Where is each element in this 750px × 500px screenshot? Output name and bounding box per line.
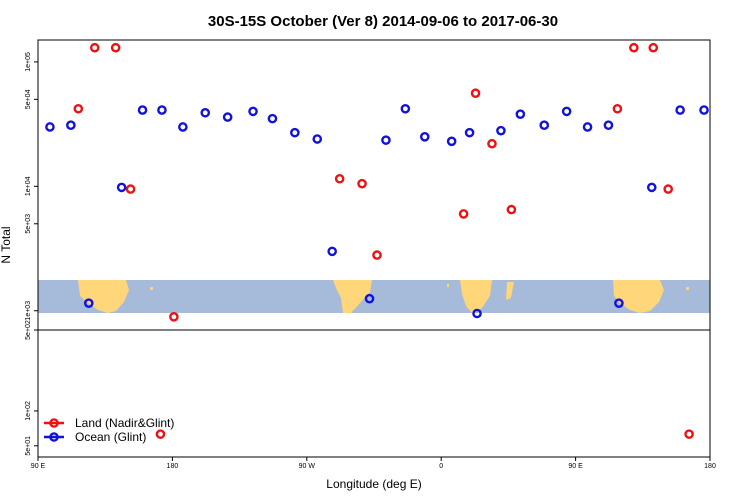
- land-point: [169, 312, 179, 322]
- ocean-point: [312, 134, 323, 144]
- legend-ocean-marker: [49, 432, 59, 442]
- legend-item-ocean: Ocean (Glint): [44, 430, 146, 444]
- ocean-point: [539, 120, 550, 130]
- legend-item-land: Land (Nadir&Glint): [44, 416, 174, 430]
- ocean-point: [290, 127, 300, 138]
- ocean-point: [699, 105, 709, 115]
- ocean-point: [582, 122, 593, 132]
- land-point: [110, 42, 121, 53]
- x-tick-label: 0: [439, 463, 443, 470]
- upper-y-axis: 1e+03 5e+03 1e+04 5e+04 1e+05: [25, 52, 38, 321]
- ocean-point: [419, 132, 430, 142]
- ocean-point: [157, 105, 167, 115]
- land-point: [470, 88, 481, 99]
- ocean-point: [83, 298, 94, 308]
- ocean-point: [178, 122, 188, 132]
- x-tick-label: 90 E: [31, 463, 46, 470]
- upper-y-tick-label: 5e+04: [25, 89, 32, 109]
- lower-y-tick-label: 1e+02: [25, 401, 32, 421]
- land-point: [458, 209, 469, 219]
- ocean-point: [472, 308, 482, 319]
- upper-y-tick-label: 1e+03: [25, 301, 32, 321]
- land-point: [89, 42, 100, 53]
- land-point: [125, 184, 136, 194]
- ocean-point: [614, 298, 624, 308]
- lower-y-axis: 5e+01 1e+02 5e+02: [25, 320, 38, 456]
- x-tick-label: 180: [167, 463, 179, 470]
- ocean-point: [603, 120, 614, 130]
- x-axis: 90 E 180 90 W 0 90 E 180: [31, 457, 716, 470]
- ocean-point: [66, 120, 76, 130]
- land-point: [506, 204, 517, 215]
- land-point: [612, 103, 623, 114]
- ocean-point: [446, 136, 457, 147]
- land-point: [155, 429, 166, 439]
- ocean-point: [248, 106, 258, 117]
- legend-land-label: Land (Nadir&Glint): [75, 416, 174, 430]
- x-axis-label: Longitude (deg E): [326, 477, 421, 491]
- ocean-point: [364, 293, 375, 304]
- ocean-point: [496, 125, 506, 136]
- ocean-point: [400, 103, 411, 114]
- upper-y-tick-label: 1e+05: [25, 52, 32, 72]
- ocean-point: [116, 182, 127, 193]
- ocean-point: [515, 109, 526, 119]
- ocean-point: [327, 246, 337, 257]
- land-point: [372, 250, 382, 260]
- upper-y-tick-label: 1e+04: [25, 176, 32, 196]
- land-point: [663, 184, 673, 194]
- x-tick-label: 180: [704, 463, 716, 470]
- lower-y-tick-label: 5e+01: [25, 436, 32, 456]
- legend-ocean-label: Ocean (Glint): [75, 430, 146, 444]
- ocean-point: [45, 122, 55, 132]
- land-point: [684, 429, 694, 439]
- legend-land-marker: [49, 418, 59, 428]
- x-tick-label: 90 E: [568, 463, 583, 470]
- ocean-point: [464, 127, 475, 138]
- upper-y-tick-label: 5e+03: [25, 214, 32, 234]
- land-point: [487, 138, 497, 149]
- ocean-point: [267, 113, 278, 124]
- ocean-point: [646, 182, 657, 193]
- land-point: [357, 178, 367, 189]
- ocean-point: [675, 105, 685, 115]
- world-map-band: [38, 280, 710, 313]
- land-point: [648, 42, 659, 53]
- ocean-point: [137, 105, 148, 115]
- ocean-point: [381, 135, 391, 145]
- ocean-point: [561, 106, 572, 117]
- legend: Land (Nadir&Glint) Ocean (Glint): [44, 416, 174, 444]
- data-points: [45, 42, 709, 439]
- land-point: [73, 103, 84, 114]
- lower-plot-frame: [37, 329, 711, 458]
- ocean-point: [200, 107, 211, 118]
- ocean-point: [222, 112, 233, 122]
- lower-y-tick-label: 5e+02: [25, 320, 32, 340]
- x-tick-label: 90 W: [299, 463, 316, 470]
- land-point: [629, 42, 639, 53]
- y-axis-label: N Total: [0, 226, 13, 263]
- land-point: [334, 173, 345, 184]
- chart-title: 30S-15S October (Ver 8) 2014-09-06 to 20…: [208, 13, 558, 30]
